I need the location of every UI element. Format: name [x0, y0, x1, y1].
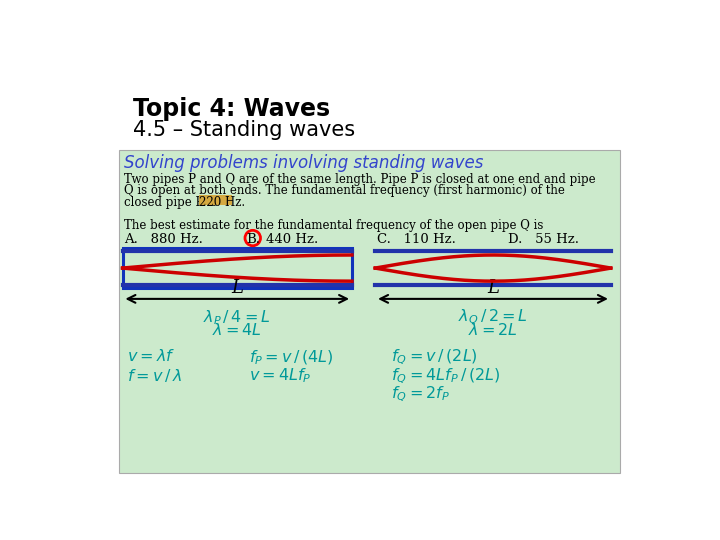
Text: $\lambda_P\,/\,4 = L$: $\lambda_P\,/\,4 = L$ [203, 308, 271, 327]
Text: Topic 4: Waves: Topic 4: Waves [132, 97, 330, 121]
Text: $\lambda_Q\,/\,2 = L$: $\lambda_Q\,/\,2 = L$ [458, 308, 528, 327]
Bar [199, 195, 232, 205]
Text: $\lambda = 4L$: $\lambda = 4L$ [212, 322, 262, 338]
Text: Two pipes P and Q are of the same length. Pipe P is closed at one end and pipe: Two pipes P and Q are of the same length… [124, 173, 595, 186]
Text: C.   110 Hz.: C. 110 Hz. [377, 233, 456, 246]
Text: L: L [231, 279, 243, 298]
Text: 440 Hz.: 440 Hz. [266, 233, 318, 246]
Bar [122, 248, 352, 288]
Text: The best estimate for the fundamental frequency of the open pipe Q is: The best estimate for the fundamental fr… [124, 219, 544, 232]
Text: $\lambda = 2L$: $\lambda = 2L$ [468, 322, 518, 338]
Text: 220 Hz.: 220 Hz. [199, 195, 246, 208]
Text: Solving problems involving standing waves: Solving problems involving standing wave… [124, 154, 483, 172]
Text: $f_P = v\,/\,(4L)$: $f_P = v\,/\,(4L)$ [248, 348, 333, 367]
Text: Q is open at both ends. The fundamental frequency (first harmonic) of the: Q is open at both ends. The fundamental … [124, 184, 565, 197]
Text: $v = \lambda f$: $v = \lambda f$ [127, 348, 176, 364]
Bar [120, 150, 620, 473]
Text: B.: B. [246, 233, 260, 246]
Text: $f_Q = 4Lf_P\,/\,(2L)$: $f_Q = 4Lf_P\,/\,(2L)$ [391, 367, 500, 386]
Text: $f = v\,/\,\lambda$: $f = v\,/\,\lambda$ [127, 367, 182, 383]
Text: $f_Q = 2f_P$: $f_Q = 2f_P$ [391, 385, 450, 404]
Text: D.   55 Hz.: D. 55 Hz. [508, 233, 580, 246]
Text: A.   880 Hz.: A. 880 Hz. [124, 233, 203, 246]
Text: closed pipe P is: closed pipe P is [124, 195, 221, 208]
Text: $f_Q = v\,/\,(2L)$: $f_Q = v\,/\,(2L)$ [391, 348, 477, 367]
Text: 4.5 – Standing waves: 4.5 – Standing waves [132, 120, 355, 140]
Text: L: L [487, 279, 499, 298]
Text: $v = 4Lf_P$: $v = 4Lf_P$ [248, 367, 311, 386]
